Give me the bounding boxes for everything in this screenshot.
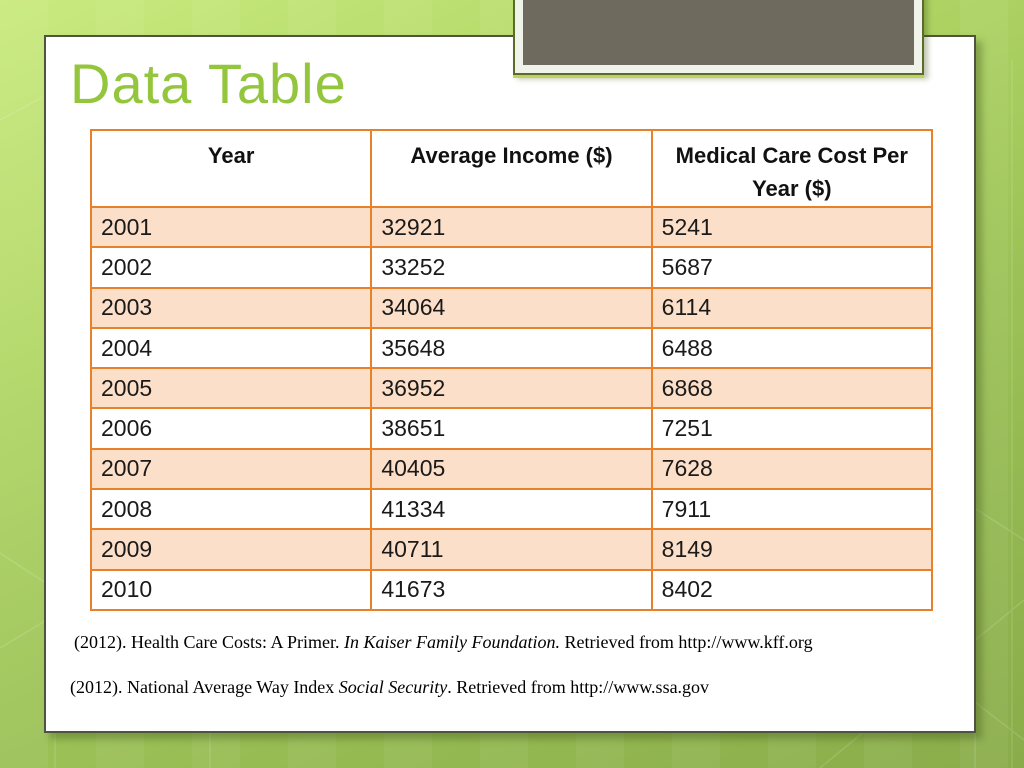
cell-medical: 8149 [650,528,934,571]
cell-medical: 6868 [650,367,934,410]
cell-year: 2005 [89,367,373,410]
cell-income: 40405 [370,447,653,491]
table-row: 2004 35648 6488 [89,326,934,370]
table-row: 2010 41673 8402 [89,568,934,612]
cell-medical: 7251 [650,407,934,450]
cell-income: 36952 [370,367,653,410]
cell-medical: 7628 [650,447,934,491]
citation-text: . Retrieved from http://www.ssa.gov [447,677,710,697]
citation-block: (2012). Health Care Costs: A Primer. In … [70,632,950,722]
cell-medical: 6114 [650,286,934,329]
table-row: 2005 36952 6868 [89,367,934,410]
cell-year: 2004 [89,326,373,370]
cell-year: 2010 [89,568,373,612]
cell-year: 2007 [89,447,373,491]
citation-text: (2012). National Average Way Index [70,677,339,697]
cell-medical: 8402 [650,568,934,612]
cell-income: 32921 [370,205,653,249]
cell-medical: 6488 [650,326,934,370]
citation-kff: (2012). Health Care Costs: A Primer. In … [74,632,950,653]
table-row: 2008 41334 7911 [89,488,934,531]
table-body: 2001 32921 5241 2002 33252 5687 2003 340… [89,205,934,612]
slide-canvas: Data Table Year Average Income ($) Medic… [44,35,976,733]
citation-text: Retrieved from http://www.kff.org [559,632,813,652]
data-table: Year Average Income ($) Medical Care Cos… [89,129,934,612]
column-header-average-income: Average Income ($) [370,129,653,208]
photo-placeholder-frame [513,0,924,75]
table-row: 2003 34064 6114 [89,286,934,329]
slide-title: Data Table [70,52,347,115]
photo-placeholder-image [523,0,914,65]
table-row: 2006 38651 7251 [89,407,934,450]
cell-medical: 5241 [650,205,934,249]
cell-income: 38651 [370,407,653,450]
cell-income: 41673 [370,568,653,612]
table-row: 2001 32921 5241 [89,205,934,249]
citation-source-italic: In Kaiser Family Foundation. [343,632,560,652]
cell-medical: 5687 [650,246,934,289]
column-header-year: Year [89,129,373,208]
cell-year: 2001 [89,205,373,249]
column-header-medical-cost: Medical Care Cost Per Year ($) [650,129,934,208]
table-header-row: Year Average Income ($) Medical Care Cos… [89,129,934,208]
cell-income: 41334 [370,488,653,531]
table-header: Year Average Income ($) Medical Care Cos… [89,129,934,208]
cell-year: 2009 [89,528,373,571]
cell-medical: 7911 [650,488,934,531]
cell-income: 33252 [370,246,653,289]
table-row: 2002 33252 5687 [89,246,934,289]
cell-year: 2002 [89,246,373,289]
citation-source-italic: Social Security [338,677,448,697]
cell-year: 2003 [89,286,373,329]
table-row: 2007 40405 7628 [89,447,934,491]
citation-ssa: (2012). National Average Way Index Socia… [70,677,950,698]
cell-income: 40711 [370,528,653,571]
citation-text: (2012). Health Care Costs: A Primer. [74,632,344,652]
cell-year: 2006 [89,407,373,450]
cell-income: 35648 [370,326,653,370]
cell-year: 2008 [89,488,373,531]
table-row: 2009 40711 8149 [89,528,934,571]
cell-income: 34064 [370,286,653,329]
